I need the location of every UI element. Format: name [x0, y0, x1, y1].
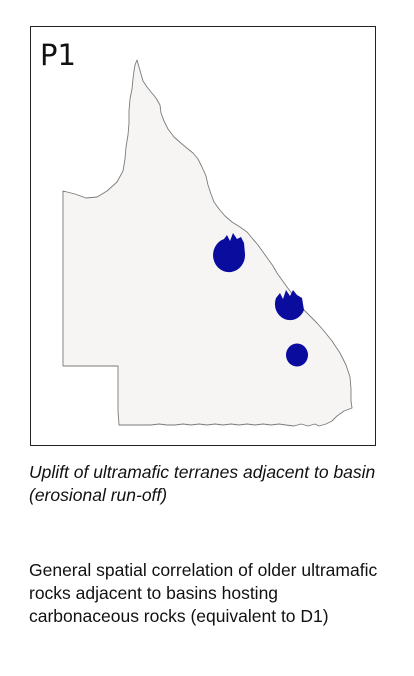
panel-label: P1	[40, 38, 76, 72]
map-marker-ultramafic-terrane-south	[286, 343, 308, 367]
figure-description: General spatial correlation of older ult…	[29, 560, 378, 626]
map-panel: P1	[30, 26, 376, 446]
map-marker-ultramafic-terrane-north	[213, 233, 246, 273]
queensland-map	[62, 59, 353, 427]
figure-caption: Uplift of ultramafic terranes adjacent t…	[29, 462, 376, 505]
queensland-outline	[62, 59, 353, 427]
map-marker-ultramafic-terrane-central	[274, 290, 304, 321]
